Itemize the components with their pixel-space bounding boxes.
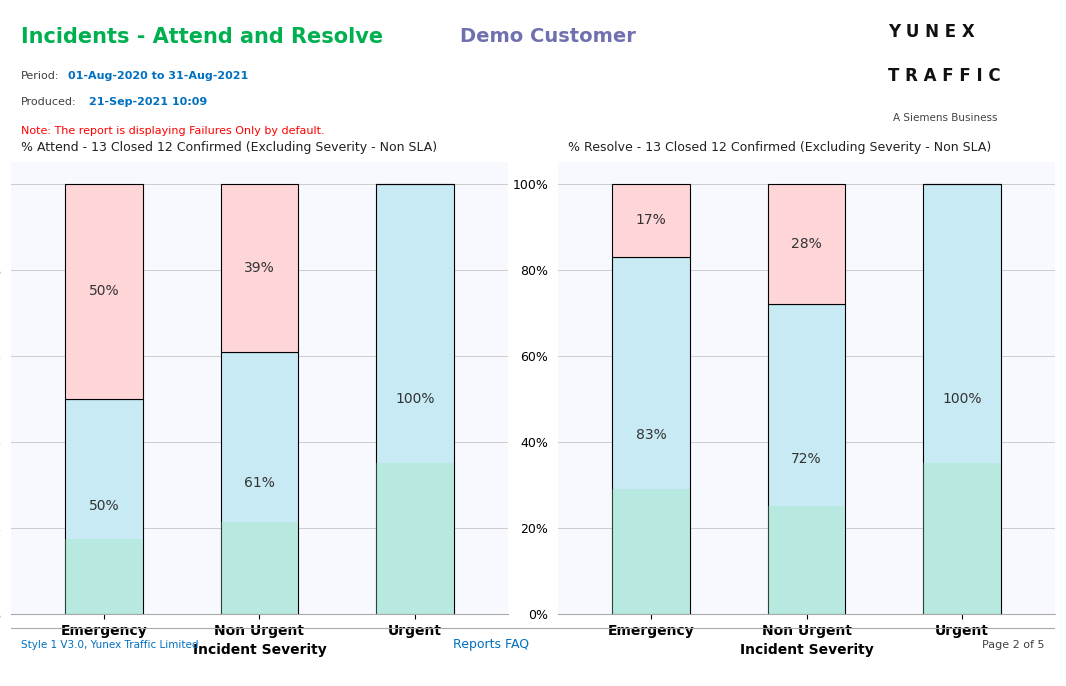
Text: T R A F F I C: T R A F F I C [888, 67, 1001, 84]
Bar [768, 184, 845, 305]
Bar [221, 352, 298, 614]
Text: 83%: 83% [635, 429, 666, 442]
Text: 21-Sep-2021 10:09: 21-Sep-2021 10:09 [88, 97, 207, 107]
Text: Demo Customer: Demo Customer [459, 27, 635, 46]
Bar [65, 399, 143, 614]
Text: Page 2 of 5: Page 2 of 5 [983, 640, 1045, 650]
Bar [768, 305, 845, 614]
Bar [65, 539, 143, 614]
Text: 100%: 100% [942, 392, 982, 406]
Text: % Resolve - 13 Closed 12 Confirmed (Excluding Severity - Non SLA): % Resolve - 13 Closed 12 Confirmed (Excl… [568, 141, 991, 154]
Text: 17%: 17% [635, 213, 666, 228]
Bar [612, 184, 690, 257]
Bar [376, 464, 454, 614]
Text: 72%: 72% [791, 452, 822, 466]
Text: % Attend - 13 Closed 12 Confirmed (Excluding Severity - Non SLA): % Attend - 13 Closed 12 Confirmed (Exclu… [20, 141, 437, 154]
Text: 39%: 39% [244, 261, 275, 274]
Bar [923, 184, 1001, 614]
Bar [612, 257, 690, 614]
Text: 28%: 28% [791, 237, 822, 251]
Bar [221, 522, 298, 614]
Text: Y U N E X: Y U N E X [888, 23, 975, 41]
Bar [221, 184, 298, 352]
Text: 50%: 50% [88, 499, 119, 513]
Text: 61%: 61% [244, 476, 275, 490]
Bar [923, 464, 1001, 614]
Text: Produced:: Produced: [21, 97, 77, 107]
Text: 50%: 50% [88, 285, 119, 298]
Text: 01-Aug-2020 to 31-Aug-2021: 01-Aug-2020 to 31-Aug-2021 [68, 71, 248, 80]
Text: Note: The report is displaying Failures Only by default.: Note: The report is displaying Failures … [21, 126, 325, 136]
Text: 100%: 100% [395, 392, 435, 406]
X-axis label: Incident Severity: Incident Severity [740, 643, 873, 657]
Text: Reports FAQ: Reports FAQ [453, 639, 530, 652]
Bar [612, 489, 690, 614]
Bar [65, 184, 143, 399]
Legend: Fail, Pass: Fail, Pass [711, 682, 903, 686]
Text: A Siemens Business: A Siemens Business [893, 113, 998, 123]
Bar [376, 184, 454, 614]
Legend: Fail, Pass: Fail, Pass [163, 682, 355, 686]
Bar [768, 506, 845, 614]
Text: Style 1 V3.0, Yunex Traffic Limited: Style 1 V3.0, Yunex Traffic Limited [21, 640, 198, 650]
Text: Incidents - Attend and Resolve: Incidents - Attend and Resolve [21, 27, 384, 47]
X-axis label: Incident Severity: Incident Severity [193, 643, 326, 657]
Text: Period:: Period: [21, 71, 60, 80]
